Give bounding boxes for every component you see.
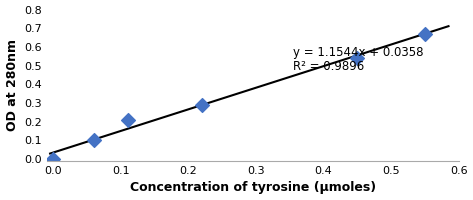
Text: R² = 0.9896: R² = 0.9896 [293,60,364,73]
Point [198,103,206,107]
Text: y = 1.1544x + 0.0358: y = 1.1544x + 0.0358 [293,46,424,59]
Point [353,57,361,60]
Point [50,158,57,161]
Point [421,32,429,35]
Y-axis label: OD at 280nm: OD at 280nm [6,39,18,131]
Point [124,118,131,121]
X-axis label: Concentration of tyrosine (μmoles): Concentration of tyrosine (μmoles) [130,181,376,194]
Point [90,139,98,142]
